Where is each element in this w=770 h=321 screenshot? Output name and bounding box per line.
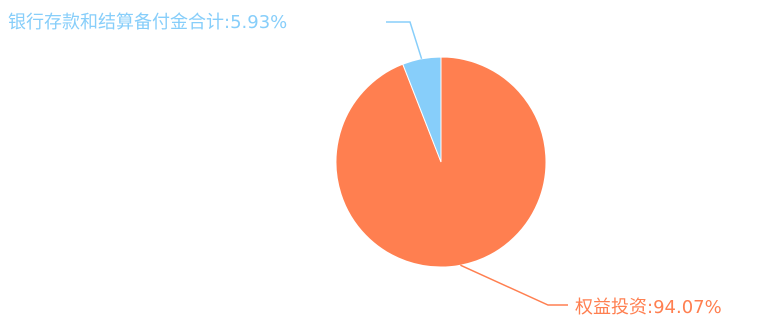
slice-bank-deposits[interactable] [402,56,442,163]
label-bank-deposits: 银行存款和结算备付金合计:5.93% [8,12,287,33]
label-equity-investment: 权益投资:94.07% [575,297,722,318]
leader-line-bank-deposits [386,21,423,60]
leader-line-equity-investment [460,264,568,306]
